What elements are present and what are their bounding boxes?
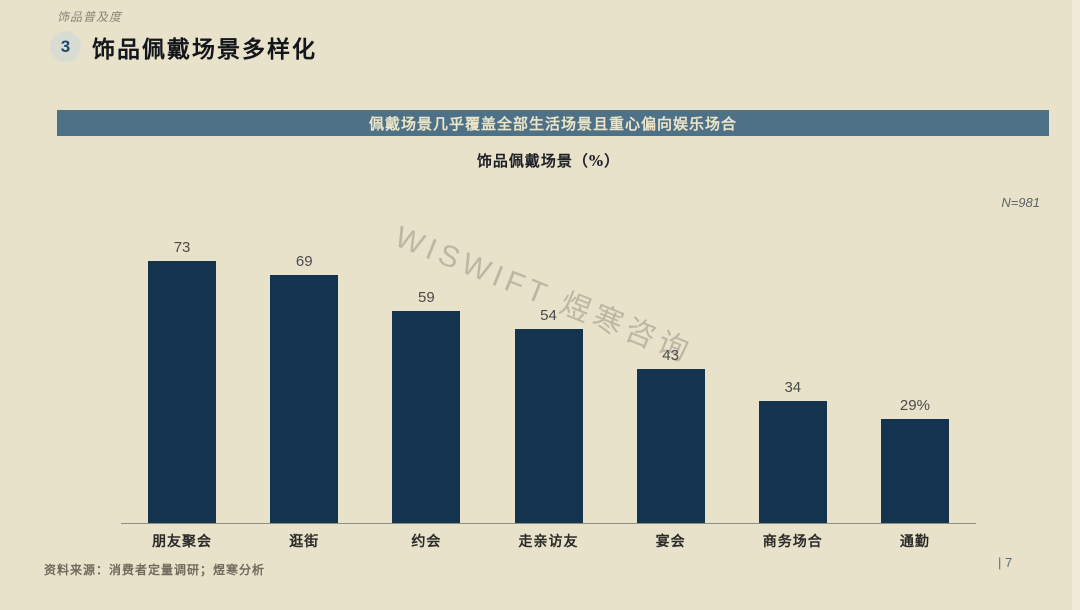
bar-value-label: 54 <box>540 307 557 324</box>
chart-title: 饰品佩戴场景（%） <box>476 152 621 170</box>
section-number-badge: 3 <box>50 31 81 62</box>
bar-value-label: 59 <box>418 289 435 306</box>
x-axis-label: 朋友聚会 <box>152 534 213 550</box>
x-axis-line <box>121 523 976 524</box>
bar <box>636 369 705 523</box>
bar-chart-plot-area: 73 69 59 54 43 34 29% <box>121 200 976 524</box>
x-axis-label: 商务场合 <box>762 534 823 550</box>
x-axis-label: 约会 <box>411 534 442 550</box>
bar <box>270 275 339 523</box>
x-axis-label: 宴会 <box>655 534 686 550</box>
page-number: | 7 <box>998 555 1013 570</box>
bar <box>148 261 217 523</box>
bar <box>514 329 583 523</box>
x-axis-label: 走亲访友 <box>518 534 579 550</box>
x-axis-labels: 朋友聚会 逛街 约会 走亲访友 宴会 商务场合 通勤 <box>121 531 976 553</box>
x-axis-label: 逛街 <box>289 534 320 550</box>
bar-value-label: 69 <box>295 253 313 270</box>
bar-value-label: 29% <box>899 397 930 414</box>
x-axis-label: 通勤 <box>899 534 930 550</box>
bar <box>392 311 461 523</box>
bar <box>758 401 827 523</box>
source-note: 资料来源：消费者定量调研；煜寒分析 <box>44 563 266 577</box>
bar-value-label: 43 <box>662 347 679 364</box>
sample-size-label: N=981 <box>1001 195 1040 210</box>
right-edge-strip <box>1072 0 1080 610</box>
section-header-note: 饰品普及度 <box>57 10 123 24</box>
bar-value-label: 34 <box>784 379 802 396</box>
page-title: 饰品佩戴场景多样化 <box>92 36 317 63</box>
bar <box>880 419 949 523</box>
key-message-banner: 佩戴场景几乎覆盖全部生活场景且重心偏向娱乐场合 <box>57 110 1049 136</box>
bar-value-label: 73 <box>173 239 191 256</box>
